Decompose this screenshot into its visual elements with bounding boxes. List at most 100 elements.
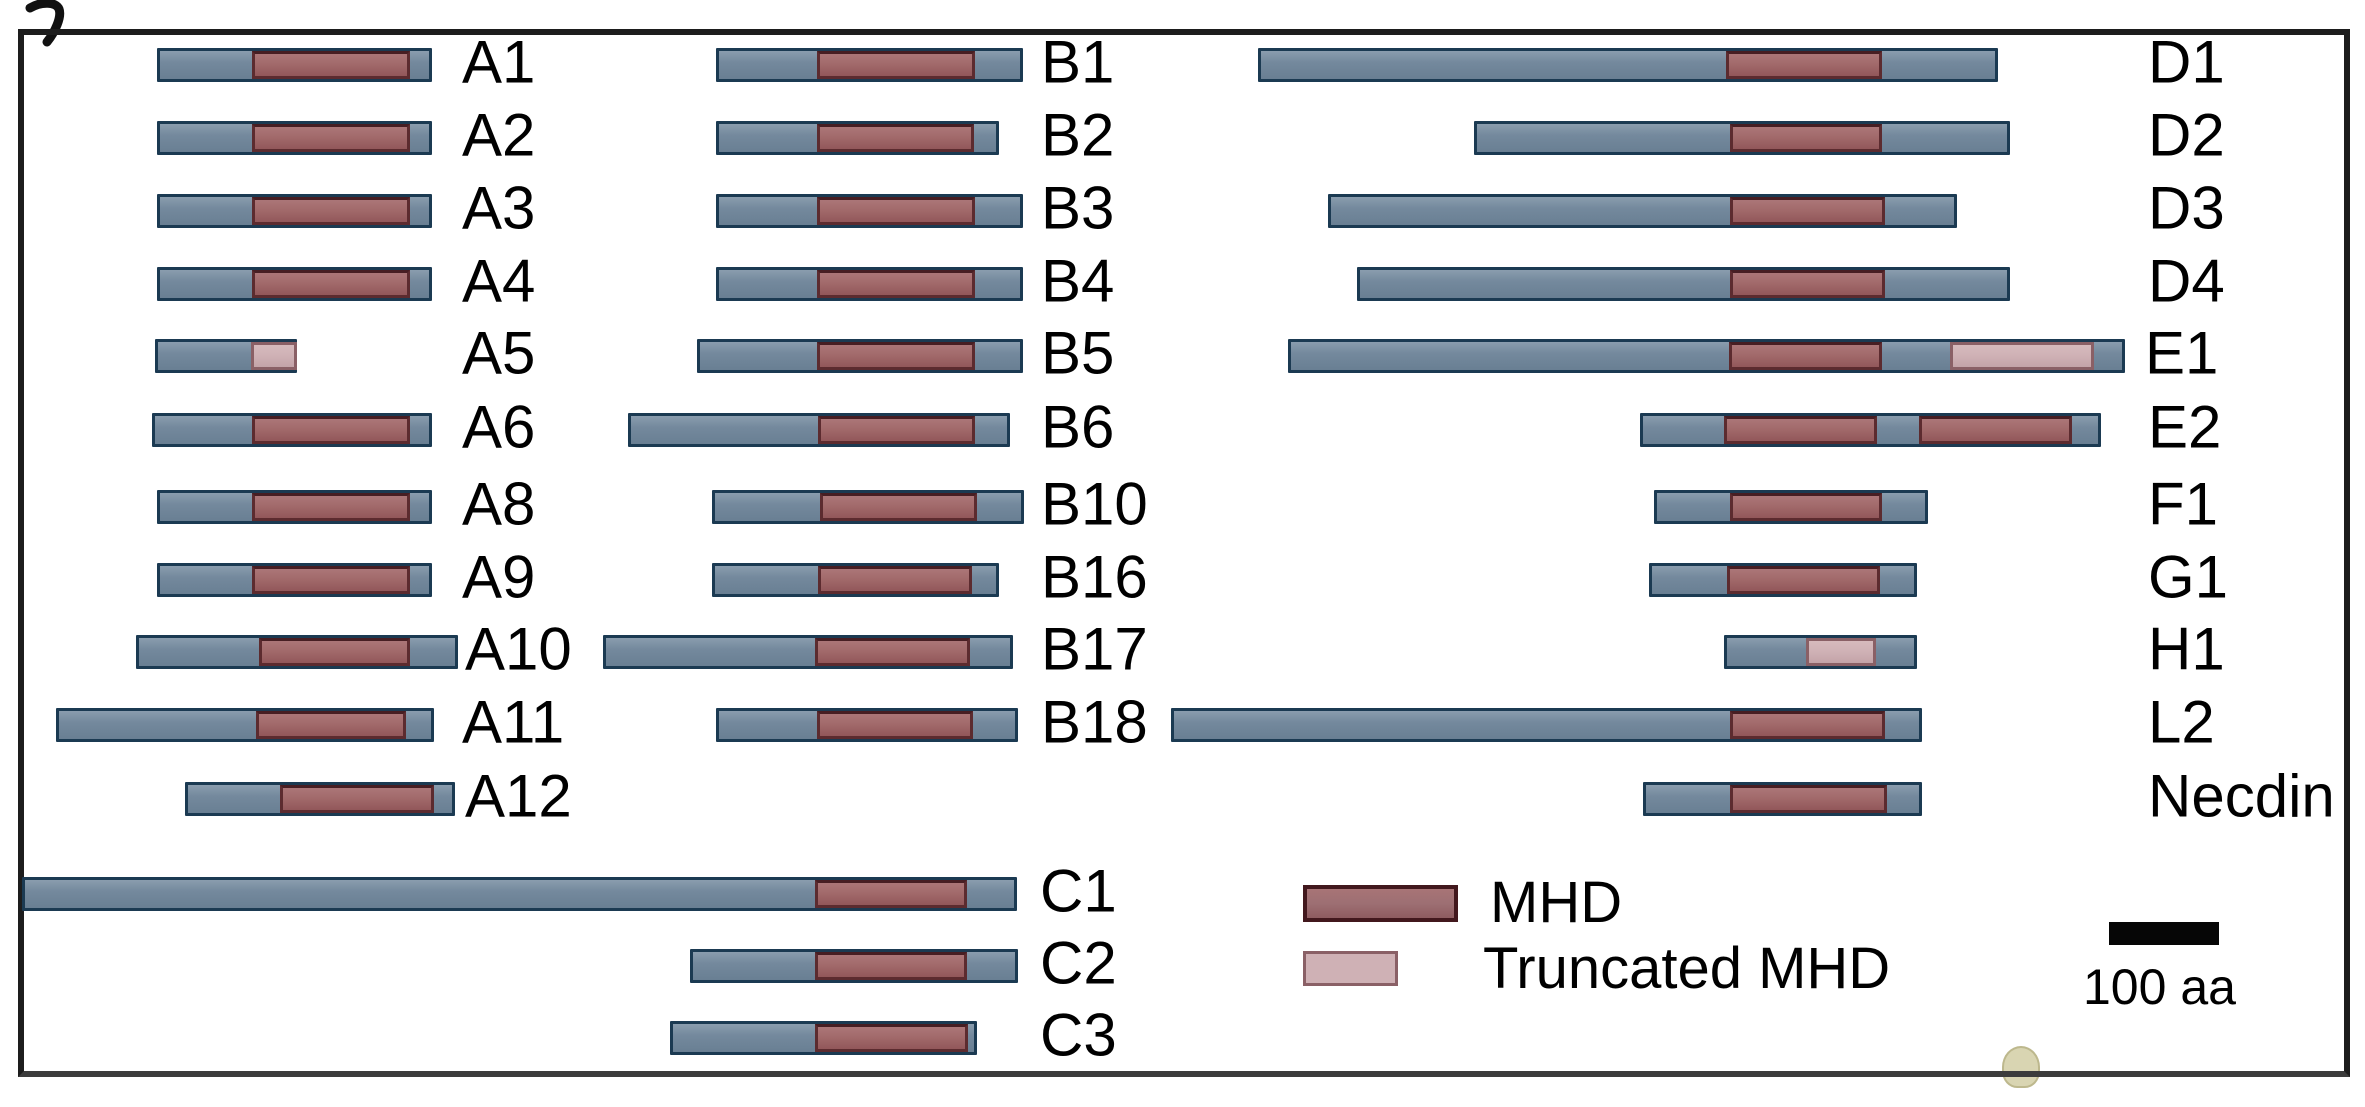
figure-border-frame xyxy=(18,29,2350,1077)
mhd-legend-label: MHD xyxy=(1490,870,1623,936)
truncated-mhd-domain-H1 xyxy=(1806,638,1876,666)
protein-bar-B3 xyxy=(716,194,1023,228)
protein-label-G1: G1 xyxy=(2148,543,2229,611)
protein-label-B18: B18 xyxy=(1041,688,1148,756)
truncated-mhd-legend-label: Truncated MHD xyxy=(1483,936,1891,1002)
mhd-domain-A10 xyxy=(259,638,410,666)
mhd-domain-B6 xyxy=(818,416,975,444)
protein-bar-B18 xyxy=(716,708,1018,742)
protein-bar-D1 xyxy=(1258,48,1998,82)
mhd-domain-B4 xyxy=(817,270,975,298)
mhd-domain-A11 xyxy=(256,711,406,739)
protein-bar-F1 xyxy=(1654,490,1928,524)
protein-bar-A8 xyxy=(157,490,432,524)
protein-bar-B1 xyxy=(716,48,1023,82)
mhd-domain-B3 xyxy=(817,197,975,225)
protein-bar-B6 xyxy=(628,413,1010,447)
protein-bar-B5 xyxy=(697,339,1023,373)
protein-bar-C1 xyxy=(22,877,1017,911)
mhd-domain-A12 xyxy=(280,785,434,813)
protein-label-A5: A5 xyxy=(462,319,536,387)
mhd-domain-B17 xyxy=(815,638,970,666)
protein-label-D4: D4 xyxy=(2148,247,2225,315)
protein-label-H1: H1 xyxy=(2148,615,2225,683)
protein-bar-Necdin xyxy=(1643,782,1922,816)
protein-bar-A5 xyxy=(155,339,297,373)
protein-bar-D2 xyxy=(1474,121,2010,155)
mhd-domain-B10 xyxy=(820,493,977,521)
mhd-domain-E1 xyxy=(1729,342,1882,370)
mhd-domain-E2 xyxy=(1724,416,1877,444)
protein-label-L2: L2 xyxy=(2148,688,2215,756)
mhd-domain-A2 xyxy=(252,124,410,152)
protein-bar-D3 xyxy=(1328,194,1957,228)
protein-label-E1: E1 xyxy=(2145,319,2219,387)
mhd-legend-swatch xyxy=(1303,885,1458,922)
protein-bar-A9 xyxy=(157,563,432,597)
protein-label-A3: A3 xyxy=(462,174,536,242)
protein-label-A8: A8 xyxy=(462,470,536,538)
mhd-domain-B16 xyxy=(818,566,972,594)
protein-bar-B16 xyxy=(712,563,999,597)
mhd-domain-L2 xyxy=(1730,711,1885,739)
protein-bar-A1 xyxy=(157,48,432,82)
protein-label-A10: A10 xyxy=(465,615,572,683)
mhd-domain-A8 xyxy=(252,493,410,521)
protein-label-B16: B16 xyxy=(1041,543,1148,611)
mhd-domain-B1 xyxy=(817,51,975,79)
protein-label-A2: A2 xyxy=(462,101,536,169)
truncated-mhd-domain-E1 xyxy=(1950,342,2094,370)
protein-label-B5: B5 xyxy=(1041,319,1115,387)
mhd-domain-F1 xyxy=(1730,493,1882,521)
protein-bar-A3 xyxy=(157,194,432,228)
truncated-mhd-legend-swatch xyxy=(1303,951,1398,986)
protein-label-A11: A11 xyxy=(462,688,565,756)
mhd-domain-G1 xyxy=(1727,566,1880,594)
protein-label-F1: F1 xyxy=(2148,470,2219,538)
truncated-mhd-domain-A5 xyxy=(251,342,297,370)
protein-label-A1: A1 xyxy=(462,28,536,96)
protein-bar-E2 xyxy=(1640,413,2101,447)
protein-bar-A2 xyxy=(157,121,432,155)
scale-bar-label: 100 aa xyxy=(2083,959,2236,1015)
protein-bar-L2 xyxy=(1171,708,1922,742)
protein-label-B17: B17 xyxy=(1041,615,1148,683)
mhd-domain-D4 xyxy=(1730,270,1885,298)
protein-bar-B4 xyxy=(716,267,1023,301)
mhd-domain-B5 xyxy=(817,342,975,370)
protein-bar-B2 xyxy=(716,121,999,155)
mhd-domain-A6 xyxy=(252,416,410,444)
mhd-domain-A9 xyxy=(252,566,410,594)
protein-bar-C3 xyxy=(670,1021,977,1055)
mhd-domain-D1 xyxy=(1726,51,1882,79)
mhd-domain-A3 xyxy=(252,197,410,225)
protein-bar-C2 xyxy=(690,949,1018,983)
protein-label-B4: B4 xyxy=(1041,247,1115,315)
protein-bar-G1 xyxy=(1649,563,1917,597)
protein-label-B2: B2 xyxy=(1041,101,1115,169)
protein-label-B3: B3 xyxy=(1041,174,1115,242)
protein-label-Necdin: Necdin xyxy=(2148,762,2335,830)
mhd-domain-E2 xyxy=(1919,416,2072,444)
protein-label-A6: A6 xyxy=(462,393,536,461)
scale-bar-rect xyxy=(2109,922,2219,945)
protein-label-B1: B1 xyxy=(1041,28,1115,96)
protein-bar-A12 xyxy=(185,782,455,816)
protein-bar-D4 xyxy=(1357,267,2010,301)
mhd-domain-A4 xyxy=(252,270,410,298)
mhd-domain-B18 xyxy=(817,711,973,739)
mhd-domain-C1 xyxy=(815,880,967,908)
mhd-domain-Necdin xyxy=(1730,785,1887,813)
protein-bar-A11 xyxy=(56,708,434,742)
protein-label-D2: D2 xyxy=(2148,101,2225,169)
protein-label-A4: A4 xyxy=(462,247,536,315)
protein-label-D1: D1 xyxy=(2148,28,2225,96)
protein-label-C2: C2 xyxy=(1040,929,1117,997)
protein-bar-H1 xyxy=(1724,635,1917,669)
protein-bar-A10 xyxy=(136,635,458,669)
protein-bar-E1 xyxy=(1288,339,2125,373)
mhd-domain-C3 xyxy=(815,1024,968,1052)
protein-bar-A6 xyxy=(152,413,432,447)
protein-label-A9: A9 xyxy=(462,543,536,611)
